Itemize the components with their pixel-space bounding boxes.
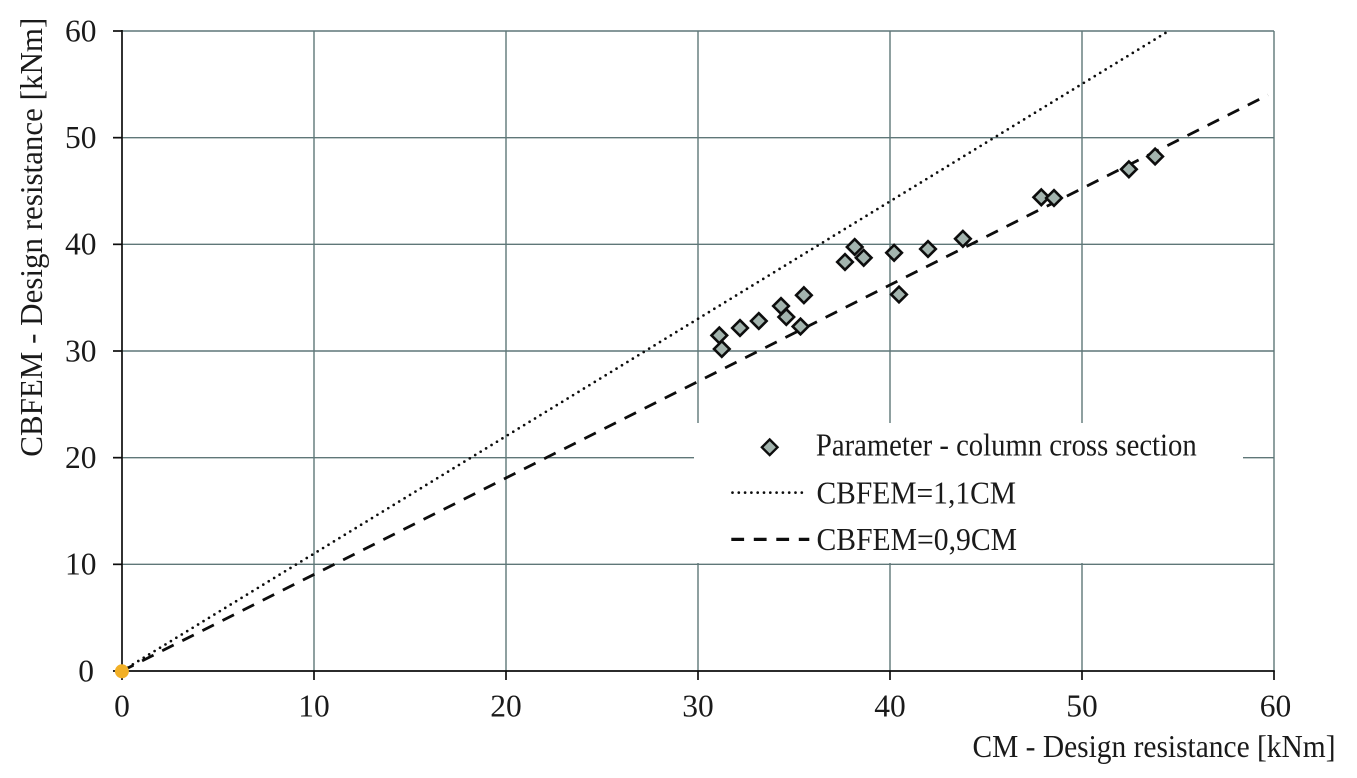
svg-text:10: 10 (65, 547, 97, 582)
svg-text:50: 50 (1066, 688, 1098, 723)
svg-text:CBFEM - Design resistance [kNm: CBFEM - Design resistance [kNm] (14, 18, 49, 457)
svg-text:60: 60 (65, 13, 97, 48)
svg-text:10: 10 (298, 688, 330, 723)
svg-text:CBFEM=1,1CM: CBFEM=1,1CM (817, 475, 1017, 510)
svg-text:60: 60 (1260, 688, 1292, 723)
svg-text:0: 0 (114, 688, 130, 723)
svg-text:30: 30 (682, 688, 714, 723)
svg-text:50: 50 (65, 120, 97, 155)
svg-text:Parameter - column cross secti: Parameter - column cross section (816, 428, 1197, 463)
svg-text:CM - Design resistance [kNm]: CM - Design resistance [kNm] (973, 729, 1336, 764)
svg-text:20: 20 (490, 688, 522, 723)
svg-text:40: 40 (65, 227, 97, 262)
svg-text:CBFEM=0,9CM: CBFEM=0,9CM (817, 522, 1018, 557)
svg-text:40: 40 (874, 688, 906, 723)
svg-text:0: 0 (78, 653, 94, 688)
svg-text:20: 20 (65, 440, 97, 475)
svg-text:30: 30 (65, 333, 97, 368)
